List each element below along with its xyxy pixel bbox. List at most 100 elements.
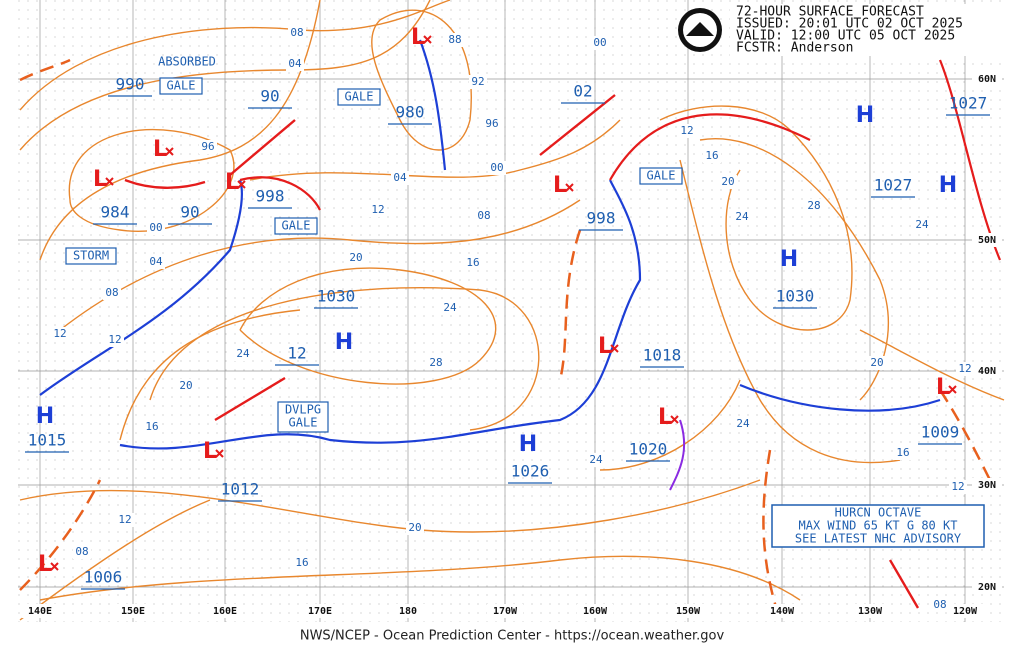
hurricane-line: SEE LATEST NHC ADVISORY xyxy=(795,532,962,546)
pressure-value: 90 xyxy=(180,203,199,222)
low-cross xyxy=(50,562,59,571)
lat-label: 30N xyxy=(978,480,996,491)
warning-label: STORM xyxy=(73,249,109,263)
low-center: L xyxy=(936,375,950,400)
low-cross xyxy=(670,415,679,424)
pressure-value: 1026 xyxy=(511,462,550,481)
lon-label: 160W xyxy=(583,606,608,617)
warning-box xyxy=(337,88,381,106)
high-center: H xyxy=(36,404,54,429)
pressure-value: 984 xyxy=(101,203,130,222)
isobar-label: 24 xyxy=(736,417,750,430)
hurricane-box xyxy=(771,504,985,548)
lat-label: 20N xyxy=(978,582,996,593)
lon-label-box xyxy=(487,604,523,618)
low-center: L xyxy=(658,405,672,430)
lat-label: 40N xyxy=(978,366,996,377)
lon-label-box xyxy=(207,604,243,618)
dvlpg-box xyxy=(277,401,329,433)
lat-label-box xyxy=(972,72,1002,86)
isobar-label-bg xyxy=(464,256,482,270)
isobar-label: 20 xyxy=(408,521,421,534)
high-center: H xyxy=(856,103,874,128)
isobar-label-bg xyxy=(469,75,487,89)
isobar-label-bg xyxy=(678,124,696,138)
isobar-label-bg xyxy=(949,480,967,494)
lon-label: 140E xyxy=(28,606,52,617)
isobar-label: 88 xyxy=(448,33,461,46)
lon-label: 130W xyxy=(858,606,883,617)
isobar-label: 16 xyxy=(145,420,158,433)
isobar-label: 12 xyxy=(958,362,971,375)
lon-label-box xyxy=(852,604,888,618)
isobar-label: 04 xyxy=(393,171,407,184)
low-cross xyxy=(948,385,957,394)
lon-label: 150W xyxy=(676,606,701,617)
fronts xyxy=(19,39,1002,621)
isobar-label: 20 xyxy=(721,175,734,188)
warning-label: GALE xyxy=(282,219,311,233)
low-center: L xyxy=(38,552,52,577)
isobar-label: 16 xyxy=(705,149,718,162)
pressure-value: 990 xyxy=(116,75,145,94)
low-center: L xyxy=(553,173,567,198)
pressure-value: 980 xyxy=(396,103,425,122)
isobar-label-bg xyxy=(106,333,124,347)
isobar-label-bg xyxy=(347,251,365,265)
isobar-label: 20 xyxy=(870,356,883,369)
isobar-label: 24 xyxy=(915,218,929,231)
pressure-value: 1018 xyxy=(643,346,682,365)
lat-label: 50N xyxy=(978,235,996,246)
isobar-label: 12 xyxy=(118,513,131,526)
warning-box xyxy=(65,247,117,265)
lon-label-box xyxy=(390,604,426,618)
isobar-label-bg xyxy=(703,149,721,163)
isobar-label-bg xyxy=(147,221,165,235)
hurricane-line: MAX WIND 65 KT G 80 KT xyxy=(799,519,958,533)
header-line: ISSUED: 20:01 UTC 02 OCT 2025 xyxy=(736,17,963,32)
isobar-label: 08 xyxy=(105,286,118,299)
isobar-label-bg xyxy=(931,598,949,612)
lon-label-box xyxy=(22,604,58,618)
low-cross xyxy=(610,344,619,353)
low-cross xyxy=(565,183,574,192)
high-center: H xyxy=(780,247,798,272)
pressure-value: 1030 xyxy=(776,287,815,306)
low-cross xyxy=(237,180,246,189)
isobar-label-bg xyxy=(483,117,501,131)
lon-label-box xyxy=(764,604,800,618)
header-line: 72-HOUR SURFACE FORECAST xyxy=(736,5,924,20)
isobar-label: 00 xyxy=(490,161,503,174)
isobar-label: 92 xyxy=(471,75,484,88)
lon-label-box xyxy=(670,604,706,618)
isobar-label-bg xyxy=(956,362,974,376)
high-center: H xyxy=(335,330,353,355)
isobar-label: 08 xyxy=(933,598,946,611)
isobar-label: 24 xyxy=(443,301,457,314)
low-cross xyxy=(105,177,114,186)
lon-label-box xyxy=(947,604,983,618)
lat-label-box xyxy=(972,364,1002,378)
isobar-label: 12 xyxy=(108,333,121,346)
low-center: L xyxy=(93,167,107,192)
isobar-label-bg xyxy=(116,513,134,527)
warning-label: GALE xyxy=(167,79,196,93)
pressure-value: 1027 xyxy=(874,176,913,195)
isobar-label: 08 xyxy=(290,26,303,39)
warning-box xyxy=(639,167,683,185)
isobar-label-bg xyxy=(234,347,252,361)
high-center: H xyxy=(519,432,537,457)
lon-label-box xyxy=(302,604,338,618)
isobar-label-bg xyxy=(591,36,609,50)
isobar-label: 28 xyxy=(807,199,820,212)
lon-label: 170W xyxy=(493,606,518,617)
isobar-label: 16 xyxy=(295,556,308,569)
isobar-label-bg xyxy=(441,301,459,315)
isobar-label: 08 xyxy=(477,209,490,222)
pressure-value: 1030 xyxy=(317,287,356,306)
warning-label: GALE xyxy=(647,169,676,183)
isobar-label-bg xyxy=(587,453,605,467)
low-center: L xyxy=(203,439,217,464)
isobar-label-bg xyxy=(734,417,752,431)
lon-label-box xyxy=(577,604,613,618)
